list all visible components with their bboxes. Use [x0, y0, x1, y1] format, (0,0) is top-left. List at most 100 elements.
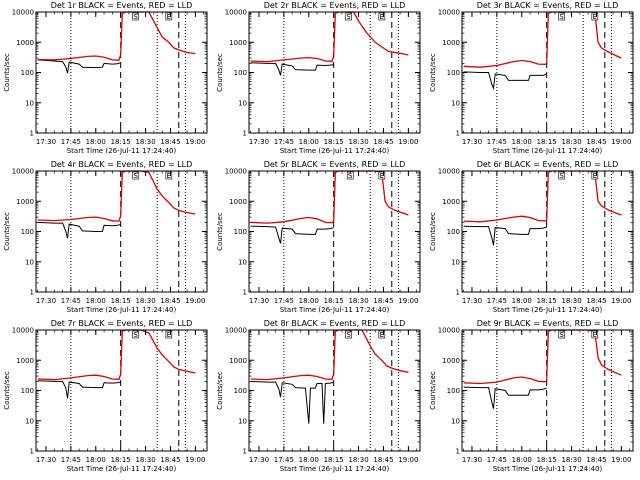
y-tick-label: 10	[451, 258, 460, 266]
series-events	[37, 221, 121, 239]
y-tick-label: 1	[456, 448, 460, 456]
x-tick-label: 18:30	[348, 138, 368, 146]
x-axis-label: Start Time (26-Jul-11 17:24:40)	[493, 465, 603, 473]
x-tick-label: 18:00	[86, 297, 106, 305]
y-tick-label: 100	[234, 228, 247, 236]
marker-box-e	[591, 12, 599, 21]
x-tick-label: 18:45	[373, 297, 393, 305]
x-tick-label: 18:00	[299, 456, 319, 464]
x-tick-label: 18:00	[299, 297, 319, 305]
x-tick-label: 17:30	[462, 297, 482, 305]
x-tick-label: 19:00	[611, 456, 631, 464]
x-tick-label: 19:00	[398, 456, 418, 464]
marker-label-s: S	[346, 331, 351, 339]
x-tick-label: 17:30	[249, 138, 269, 146]
x-tick-label: 18:15	[537, 138, 557, 146]
y-tick-label: 10000	[225, 9, 247, 17]
marker-label-e: E	[167, 331, 171, 339]
x-tick-label: 18:30	[348, 456, 368, 464]
panel-1: Det 1r BLACK = Events, RED = LLD S E 1 10 100…	[3, 1, 208, 155]
y-axis-label: Counts/sec	[216, 371, 224, 410]
marker-label-e: E	[167, 13, 171, 21]
x-tick-label: 18:30	[561, 456, 581, 464]
y-tick-label: 1000	[229, 198, 247, 206]
x-tick-label: 17:30	[36, 138, 56, 146]
panel-title: Det 1r BLACK = Events, RED = LLD	[51, 1, 193, 10]
x-axis-label: Start Time (26-Jul-11 17:24:40)	[67, 147, 177, 155]
y-tick-label: 10	[238, 99, 247, 107]
y-tick-label: 1	[243, 130, 247, 138]
y-tick-label: 1	[30, 130, 34, 138]
panel-6: Det 6r BLACK = Events, RED = LLD S E 1 10 100…	[429, 160, 634, 314]
y-tick-label: 10	[238, 258, 247, 266]
x-tick-label: 18:00	[512, 138, 532, 146]
y-tick-label: 10000	[12, 168, 34, 176]
y-tick-label: 1	[30, 289, 34, 297]
marker-box-s	[345, 330, 352, 339]
x-axis-label: Start Time (26-Jul-11 17:24:40)	[493, 147, 603, 155]
x-tick-label: 19:00	[185, 456, 205, 464]
y-axis-label: Counts/sec	[429, 371, 437, 410]
panel-5: Det 5r BLACK = Events, RED = LLD S E 1 10 100…	[216, 160, 421, 314]
y-tick-label: 10000	[12, 327, 34, 335]
x-tick-label: 17:45	[61, 297, 81, 305]
marker-label-s: S	[133, 331, 138, 339]
marker-label-e: E	[593, 331, 597, 339]
y-tick-label: 100	[21, 69, 34, 77]
panel-4: Det 4r BLACK = Events, RED = LLD S E 1 10 100…	[3, 160, 208, 314]
marker-box-s	[558, 12, 565, 21]
y-tick-label: 100	[447, 387, 460, 395]
x-tick-label: 17:45	[274, 138, 294, 146]
x-tick-label: 18:30	[561, 138, 581, 146]
series-events	[250, 62, 334, 76]
y-axis-label: Counts/sec	[3, 212, 11, 251]
y-axis-label: Counts/sec	[429, 212, 437, 251]
series-lld	[250, 11, 409, 63]
marker-label-e: E	[380, 13, 384, 21]
x-tick-label: 18:00	[86, 138, 106, 146]
x-tick-label: 18:00	[86, 456, 106, 464]
y-tick-label: 1000	[16, 39, 34, 47]
y-tick-label: 10	[25, 99, 34, 107]
y-tick-label: 1000	[16, 198, 34, 206]
x-tick-label: 17:45	[487, 456, 507, 464]
series-events	[463, 225, 547, 246]
y-axis-label: Counts/sec	[3, 53, 11, 92]
marker-box-s	[345, 12, 352, 21]
x-tick-label: 18:15	[111, 456, 131, 464]
y-tick-label: 100	[234, 387, 247, 395]
x-tick-label: 19:00	[611, 138, 631, 146]
y-tick-label: 100	[21, 228, 34, 236]
y-axis-label: Counts/sec	[216, 212, 224, 251]
panel-title: Det 8r BLACK = Events, RED = LLD	[264, 319, 406, 328]
marker-label-s: S	[133, 13, 138, 21]
marker-label-e: E	[593, 13, 597, 21]
x-tick-label: 17:45	[274, 297, 294, 305]
y-tick-label: 1000	[16, 357, 34, 365]
series-events	[463, 386, 547, 409]
x-tick-label: 18:30	[135, 297, 155, 305]
x-tick-label: 18:45	[160, 138, 180, 146]
y-tick-label: 1000	[442, 357, 460, 365]
x-tick-label: 18:30	[561, 297, 581, 305]
x-tick-label: 19:00	[185, 297, 205, 305]
panel-title: Det 5r BLACK = Events, RED = LLD	[264, 160, 406, 169]
y-tick-label: 10	[25, 417, 34, 425]
x-tick-label: 17:30	[462, 456, 482, 464]
panel-title: Det 9r BLACK = Events, RED = LLD	[477, 319, 619, 328]
y-tick-label: 1	[456, 289, 460, 297]
series-events	[250, 380, 334, 424]
y-tick-label: 1	[243, 448, 247, 456]
panel-title: Det 2r BLACK = Events, RED = LLD	[264, 1, 406, 10]
y-axis-label: Counts/sec	[216, 53, 224, 92]
marker-label-s: S	[346, 13, 351, 21]
x-tick-label: 17:30	[249, 297, 269, 305]
panel-title: Det 3r BLACK = Events, RED = LLD	[477, 1, 619, 10]
y-tick-label: 1000	[442, 198, 460, 206]
y-tick-label: 10000	[12, 9, 34, 17]
marker-label-s: S	[559, 172, 564, 180]
y-tick-label: 10	[25, 258, 34, 266]
x-tick-label: 17:30	[36, 456, 56, 464]
panel-title: Det 6r BLACK = Events, RED = LLD	[477, 160, 619, 169]
